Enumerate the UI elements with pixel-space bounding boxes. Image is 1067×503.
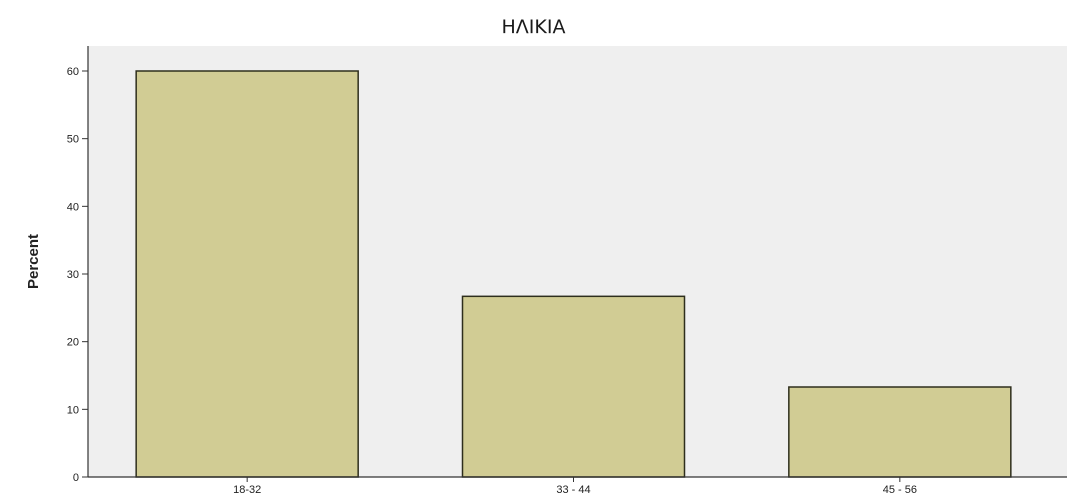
x-tick-label: 33 - 44 [556,484,590,496]
chart-title: ΗΛΙΚΙΑ [501,16,566,38]
x-tick-label: 18-32 [233,484,261,496]
x-tick-label: 45 - 56 [883,484,917,496]
y-tick-label: 40 [67,201,79,213]
y-tick-label: 30 [67,269,79,281]
bar-18-32 [135,70,359,478]
y-tick-label: 20 [67,337,79,349]
bars [135,70,1012,478]
y-tick-label: 0 [73,472,79,484]
y-tick-label: 10 [67,404,79,416]
x-axis-ticks: 18-32 33 - 44 45 - 56 [233,477,917,496]
y-axis-label: Percent [25,234,42,289]
y-tick-label: 50 [67,134,79,146]
bar-33-44 [461,295,686,478]
bar-45-56 [788,386,1012,478]
y-tick-label: 60 [67,66,79,78]
y-axis-ticks: 0 10 20 30 40 50 60 [67,66,88,484]
